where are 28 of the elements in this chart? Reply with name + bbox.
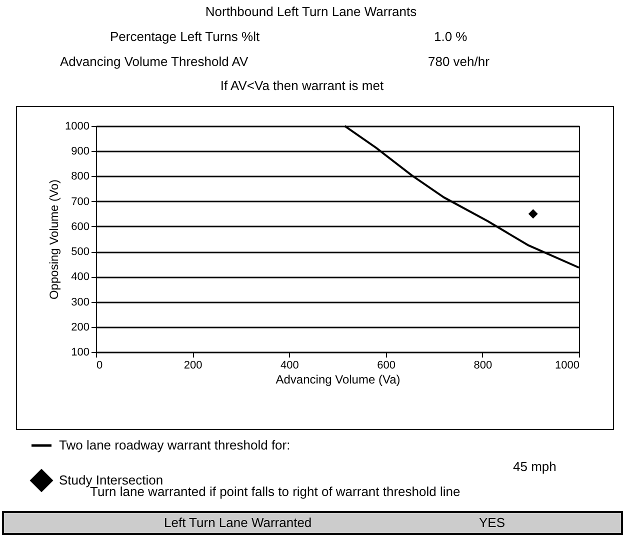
text: If AV<Va then warrant is met bbox=[220, 78, 384, 93]
x-tick-label: 1000 bbox=[555, 360, 580, 372]
text: Advancing Volume Threshold AV bbox=[60, 54, 248, 69]
y-tick-label: 100 bbox=[71, 346, 90, 358]
y-tick-label: 1000 bbox=[65, 120, 90, 132]
text: YES bbox=[479, 515, 506, 530]
y-tick-label: 400 bbox=[71, 271, 90, 284]
y-tick-label: 500 bbox=[71, 246, 90, 258]
x-tick-label: 400 bbox=[280, 360, 299, 372]
y-tick-label: 600 bbox=[71, 220, 90, 233]
text: Left Turn Lane Warranted bbox=[164, 515, 312, 530]
x-tick-label: 600 bbox=[377, 360, 396, 372]
legend-label: Two lane roadway warrant threshold for: bbox=[59, 438, 290, 452]
y-tick-label: 900 bbox=[71, 146, 90, 158]
chart-title: Northbound Left Turn Lane Warrants bbox=[205, 4, 417, 19]
y-tick-label: 800 bbox=[71, 170, 90, 183]
x-tick-label: 200 bbox=[184, 360, 202, 372]
x-tick-label: 0 bbox=[96, 360, 103, 372]
x-axis-title: Advancing Volume (Va) bbox=[276, 372, 400, 386]
y-tick-label: 300 bbox=[71, 296, 90, 308]
text: 1.0 % bbox=[434, 29, 468, 44]
y-axis-title: Opposing Volume (Vo) bbox=[47, 179, 62, 300]
x-tick-label: 800 bbox=[474, 360, 492, 372]
text: Percentage Left Turns %lt bbox=[110, 29, 260, 44]
text: 780 veh/hr bbox=[428, 54, 490, 69]
y-tick-label: 700 bbox=[71, 196, 90, 208]
text: 45 mph bbox=[513, 459, 556, 474]
y-tick-label: 200 bbox=[71, 321, 90, 334]
